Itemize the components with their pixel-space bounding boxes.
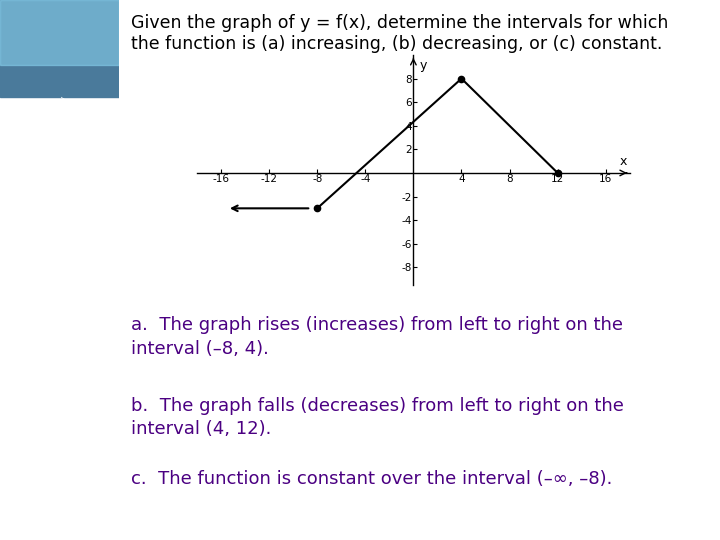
Bar: [0, 0, 119, 65]
Text: $P(t) = P_0 e^{kt}$: $P(t) = P_0 e^{kt}$: [27, 212, 45, 274]
Text: a.  The graph rises (increases) from left to right on the
interval (–8, 4).: a. The graph rises (increases) from left…: [131, 316, 623, 357]
Text: Given the graph of y = f(x), determine the intervals for which: Given the graph of y = f(x), determine t…: [131, 14, 668, 31]
Text: $y = mx + b$: $y = mx + b$: [57, 357, 74, 421]
Bar: [0, 0, 119, 97]
Text: b.  The graph falls (decreases) from left to right on the
interval (4, 12).: b. The graph falls (decreases) from left…: [131, 397, 624, 438]
Text: $\ln(xy) = \ln x + \ln y$: $\ln(xy) = \ln x + \ln y$: [58, 94, 72, 186]
Text: the function is (a) increasing, (b) decreasing, or (c) constant.: the function is (a) increasing, (b) decr…: [131, 35, 662, 53]
Text: y: y: [419, 58, 427, 71]
Text: x: x: [620, 155, 628, 168]
Text: c.  The function is constant over the interval (–∞, –8).: c. The function is constant over the int…: [131, 470, 612, 488]
